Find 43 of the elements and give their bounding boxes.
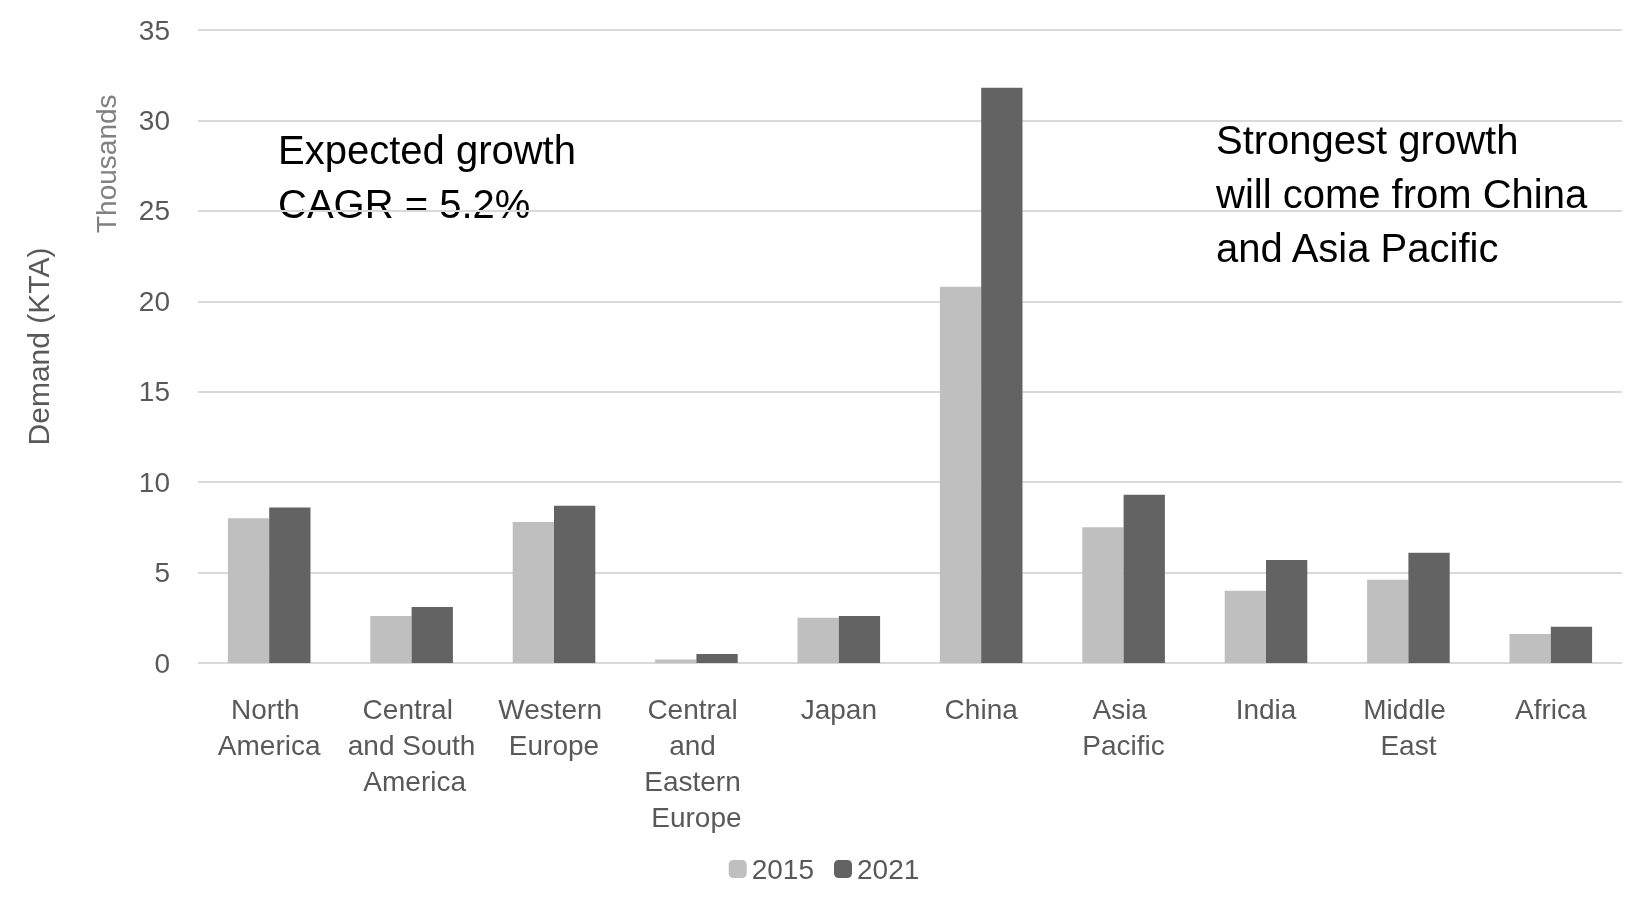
x-tick-label: North America xyxy=(217,693,321,761)
bar xyxy=(1509,634,1551,663)
bar xyxy=(1550,626,1593,663)
bar xyxy=(838,615,881,663)
bar xyxy=(227,518,270,663)
bar xyxy=(1082,527,1124,663)
y-tick-label: 35 xyxy=(138,14,170,46)
bar xyxy=(1224,590,1266,663)
legend-label: 2015 xyxy=(751,853,815,885)
bar xyxy=(939,286,982,663)
x-tick-label: Middle East xyxy=(1363,693,1454,761)
x-tick-label: India xyxy=(1235,693,1297,725)
y-tick-label: 5 xyxy=(154,557,170,589)
bar xyxy=(1408,552,1450,663)
annotation: Strongest growth will come from China and Asia Pacific xyxy=(1215,118,1588,270)
y-tick-label: 10 xyxy=(138,466,170,498)
x-tick-label: China xyxy=(944,693,1019,725)
x-tick-label: Western Europe xyxy=(498,693,610,761)
y-tick-label: 0 xyxy=(154,647,170,679)
bar xyxy=(1367,579,1409,663)
bar xyxy=(981,87,1023,663)
bar xyxy=(554,505,596,663)
y-tick-label: 25 xyxy=(138,195,170,227)
bar xyxy=(269,507,311,663)
bar xyxy=(655,659,697,663)
x-tick-label: Central and South America xyxy=(347,693,476,797)
bar xyxy=(411,606,453,663)
bar xyxy=(370,615,412,663)
bar xyxy=(797,617,839,663)
x-tick-label: Africa xyxy=(1515,693,1588,725)
y-tick-label: 30 xyxy=(138,104,170,136)
text: Thousands xyxy=(91,94,123,233)
bar xyxy=(1123,494,1165,663)
bar xyxy=(512,521,554,663)
legend-label: 2021 xyxy=(857,853,920,885)
y-axis-title: Demand (KTA) xyxy=(21,247,55,446)
x-tick-label: Central and Eastern Europe xyxy=(644,693,749,833)
x-tick-label: Japan xyxy=(800,693,877,725)
x-tick-label: Asia Pacific xyxy=(1082,693,1165,761)
bar xyxy=(696,653,738,663)
y-tick-label: 20 xyxy=(138,285,170,317)
bar xyxy=(1266,559,1308,663)
y-tick-label: 15 xyxy=(138,376,170,408)
